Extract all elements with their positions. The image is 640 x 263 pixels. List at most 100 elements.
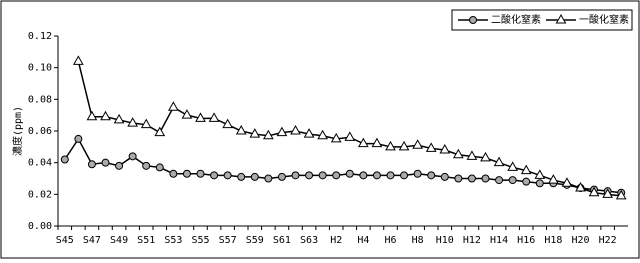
point <box>303 128 315 138</box>
point <box>588 186 600 197</box>
x-tick-label: H2 <box>330 235 342 246</box>
point <box>385 140 396 151</box>
point <box>86 110 98 121</box>
point <box>372 171 381 180</box>
point <box>113 113 125 124</box>
point <box>400 171 409 180</box>
point <box>371 137 383 148</box>
point <box>535 179 544 188</box>
point <box>115 161 124 170</box>
point <box>344 131 356 141</box>
point <box>493 156 505 167</box>
x-tick-label: H4 <box>357 235 369 246</box>
point <box>128 152 137 161</box>
x-tick-label: H22 <box>599 235 617 246</box>
point <box>520 164 532 175</box>
point <box>548 174 559 184</box>
y-tick-label: 0.12 <box>28 31 52 42</box>
point <box>60 155 69 164</box>
point <box>440 172 449 181</box>
point <box>101 158 110 167</box>
x-tick-label: H8 <box>412 235 424 246</box>
point <box>412 139 423 149</box>
point <box>345 169 354 178</box>
point <box>386 171 395 180</box>
point <box>155 163 164 172</box>
x-tick-label: H14 <box>490 235 508 246</box>
point <box>154 126 166 137</box>
y-tick-label: 0.04 <box>28 158 52 169</box>
x-tick-label: H6 <box>384 235 396 246</box>
point <box>223 171 232 180</box>
point <box>237 172 246 181</box>
point <box>453 148 464 159</box>
y-tick-label: 0.08 <box>28 94 52 105</box>
point <box>195 112 206 122</box>
point <box>100 110 111 121</box>
x-tick-label: H16 <box>517 235 535 246</box>
point <box>74 134 83 143</box>
x-tick-label: S51 <box>137 235 155 246</box>
point <box>264 174 273 183</box>
point <box>168 101 179 111</box>
x-tick-label: S49 <box>110 235 128 246</box>
x-tick-label: S47 <box>83 235 101 246</box>
point <box>305 171 314 180</box>
point <box>398 140 410 151</box>
point <box>481 174 490 183</box>
y-tick-label: 0.10 <box>28 63 52 74</box>
point <box>358 137 369 148</box>
legend-marker <box>469 16 477 24</box>
point <box>522 177 531 186</box>
x-tick-label: S53 <box>164 235 182 246</box>
point <box>250 172 259 181</box>
point <box>507 161 518 171</box>
x-tick-label: S45 <box>56 235 74 246</box>
point <box>318 171 327 180</box>
point <box>466 150 478 160</box>
point <box>181 109 193 119</box>
x-tick-label: H12 <box>463 235 481 246</box>
x-tick-label: S55 <box>191 235 209 246</box>
y-axis-label: 濃度(ppm) <box>11 106 24 156</box>
point <box>140 118 152 129</box>
point <box>127 117 138 127</box>
point <box>208 112 220 122</box>
point <box>561 177 573 187</box>
point <box>332 171 341 180</box>
x-tick-label: H18 <box>544 235 562 246</box>
x-tick-label: H20 <box>571 235 589 246</box>
point <box>87 160 96 169</box>
point <box>467 174 476 183</box>
point <box>425 142 437 152</box>
y-tick-label: 0.06 <box>28 126 52 137</box>
x-tick-label: S63 <box>300 235 318 246</box>
point <box>249 128 261 138</box>
point <box>427 171 436 180</box>
point <box>439 143 451 154</box>
point <box>142 161 151 170</box>
point <box>317 129 328 140</box>
legend-label: 二酸化窒素 <box>491 13 541 26</box>
y-tick-label: 0.02 <box>28 189 52 200</box>
point <box>575 181 586 192</box>
point <box>534 169 546 179</box>
point <box>413 169 422 178</box>
point <box>73 55 84 65</box>
point <box>263 129 274 140</box>
x-tick-label: H10 <box>436 235 454 246</box>
point <box>169 169 178 178</box>
point <box>196 169 205 178</box>
point <box>276 126 288 137</box>
point <box>291 171 300 180</box>
legend-marker <box>555 13 567 24</box>
point <box>602 188 613 198</box>
x-tick-label: S61 <box>273 235 291 246</box>
point <box>615 189 627 200</box>
point <box>290 124 301 135</box>
point <box>182 169 191 178</box>
point <box>495 176 504 185</box>
point <box>330 132 342 143</box>
